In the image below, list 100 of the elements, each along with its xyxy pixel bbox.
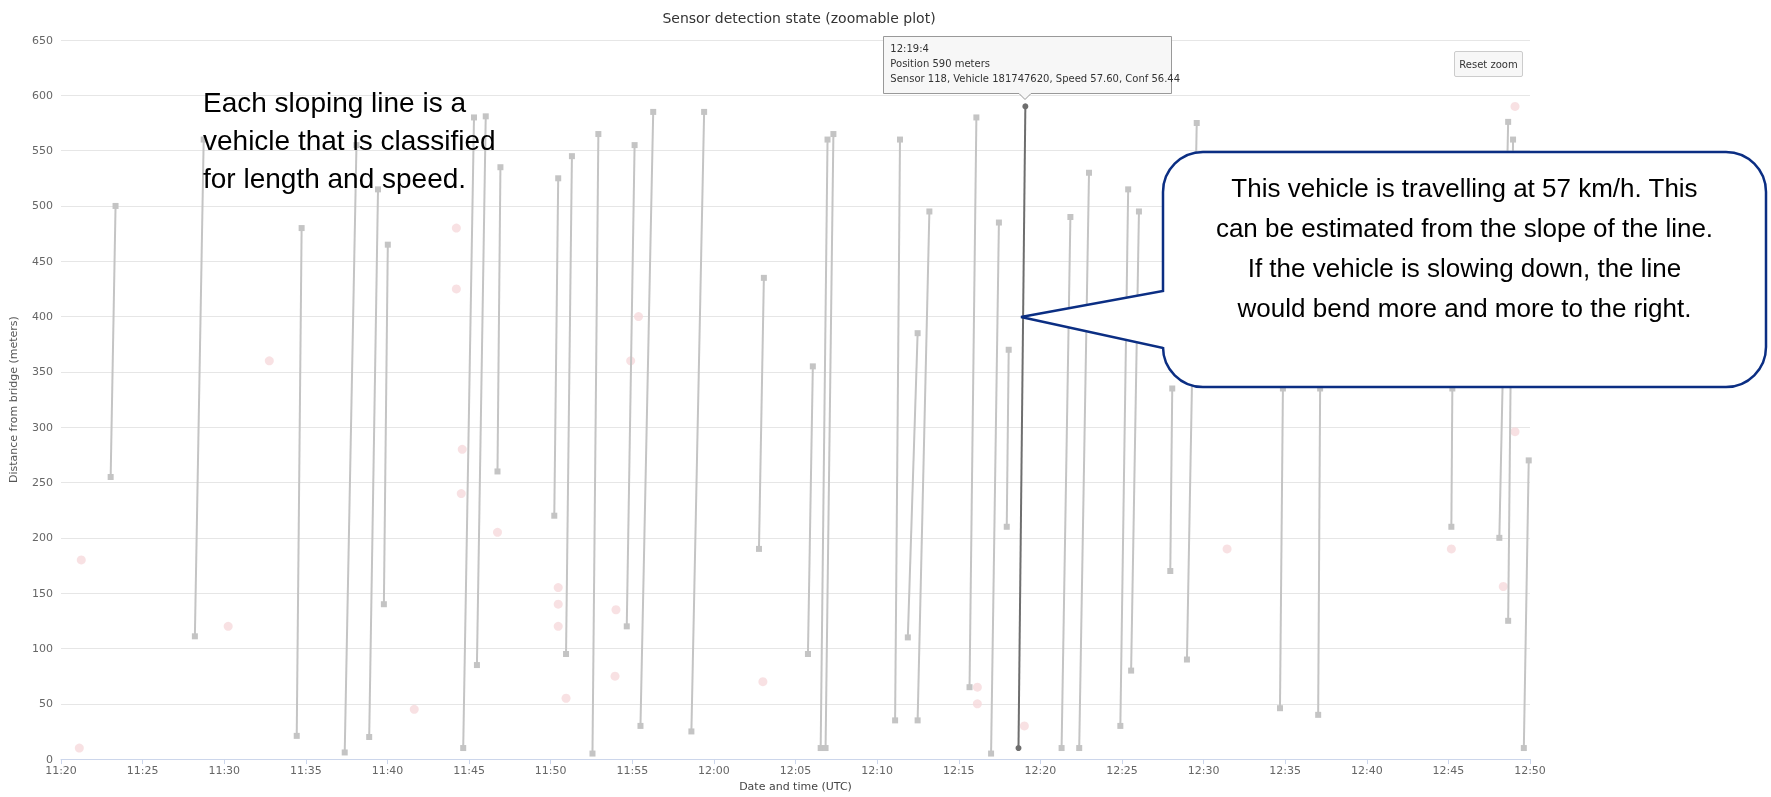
reset-zoom-button: Reset zoom xyxy=(1454,51,1523,77)
point xyxy=(561,693,571,703)
point xyxy=(1520,745,1527,752)
y-tick-label: 0 xyxy=(46,752,53,766)
point xyxy=(904,634,911,641)
x-axis-title: Date and time (UTC) xyxy=(739,780,852,793)
y-axis-title: Distance from bridge (meters) xyxy=(7,316,20,483)
annotation: Each sloping line is a vehicle that is classified for length and speed. xyxy=(203,86,497,196)
y-tick-label: 200 xyxy=(32,531,53,545)
x-tick-label: 12:40 xyxy=(1350,764,1383,778)
point xyxy=(451,223,461,233)
point xyxy=(375,186,382,193)
point xyxy=(409,704,419,714)
x-tick-label: 11:30 xyxy=(208,764,241,778)
y-tick-label: 450 xyxy=(32,254,53,268)
point xyxy=(972,682,982,692)
point xyxy=(293,732,300,739)
point xyxy=(892,717,899,724)
x-tick-label: 11:45 xyxy=(453,764,485,778)
point xyxy=(74,743,84,753)
chart-title: Sensor detection state (zoomable plot) xyxy=(662,10,936,26)
point xyxy=(470,114,477,121)
point xyxy=(366,733,373,740)
point xyxy=(926,208,933,215)
point xyxy=(555,175,562,182)
point xyxy=(973,114,980,121)
point xyxy=(341,749,348,756)
point xyxy=(631,142,638,149)
y-tick-label: 500 xyxy=(32,199,53,213)
point xyxy=(563,651,570,657)
x-tick-label: 12:45 xyxy=(1432,764,1465,778)
point xyxy=(914,330,921,337)
point xyxy=(1222,544,1232,554)
point xyxy=(1167,568,1174,575)
x-tick-label: 12:10 xyxy=(861,764,894,778)
point xyxy=(1067,214,1074,221)
point xyxy=(107,473,114,480)
y-tick-label: 400 xyxy=(32,310,53,324)
point xyxy=(460,745,467,752)
point xyxy=(637,722,644,729)
point xyxy=(824,136,831,143)
x-tick-label: 12:20 xyxy=(1024,764,1057,778)
point xyxy=(688,728,695,735)
point xyxy=(1193,119,1200,126)
point xyxy=(896,136,903,143)
point xyxy=(384,241,391,248)
x-tick-label: 11:55 xyxy=(616,764,649,778)
point xyxy=(995,219,1002,226)
point xyxy=(553,583,563,593)
x-tick-label: 11:40 xyxy=(371,764,404,778)
point xyxy=(1505,118,1512,125)
point xyxy=(1446,544,1456,554)
point xyxy=(760,274,767,281)
y-tick-label: 300 xyxy=(32,420,53,434)
point xyxy=(264,356,274,366)
point xyxy=(1003,523,1010,530)
point xyxy=(1448,523,1455,530)
point xyxy=(553,599,563,609)
point xyxy=(1315,711,1322,718)
x-tick-label: 12:35 xyxy=(1269,764,1302,778)
x-tick-label: 11:35 xyxy=(289,764,322,778)
point xyxy=(493,527,502,537)
point xyxy=(623,623,630,630)
point xyxy=(1125,186,1132,193)
point xyxy=(1525,457,1532,464)
point xyxy=(1510,136,1517,143)
point xyxy=(830,131,837,138)
point xyxy=(298,225,305,232)
point xyxy=(1510,427,1520,437)
point xyxy=(809,363,816,370)
point xyxy=(589,750,596,757)
x-tick-label: 12:00 xyxy=(698,764,730,778)
x-tick-label: 11:50 xyxy=(534,764,567,778)
point xyxy=(76,555,86,565)
y-tick-label: 600 xyxy=(32,88,53,102)
point xyxy=(988,750,995,757)
point xyxy=(1169,385,1176,392)
x-tick-label: 11:25 xyxy=(126,764,159,778)
point xyxy=(223,621,233,631)
point xyxy=(497,164,504,171)
point xyxy=(494,468,501,475)
point xyxy=(804,651,811,657)
point xyxy=(972,699,982,709)
x-tick-label: 12:50 xyxy=(1514,764,1546,778)
y-tick-label: 350 xyxy=(32,365,53,379)
y-tick-label: 650 xyxy=(32,33,53,47)
y-tick-label: 150 xyxy=(32,586,53,600)
x-tick-label: 11:20 xyxy=(45,764,77,778)
point xyxy=(1128,667,1135,674)
point xyxy=(1496,534,1503,541)
point xyxy=(1183,656,1190,663)
point xyxy=(595,131,602,138)
point xyxy=(112,202,119,209)
point xyxy=(1135,208,1142,215)
point xyxy=(701,108,708,115)
point xyxy=(1510,101,1520,111)
point xyxy=(1005,346,1012,353)
point xyxy=(451,284,461,294)
y-tick-label: 250 xyxy=(32,476,53,490)
point xyxy=(473,662,480,669)
